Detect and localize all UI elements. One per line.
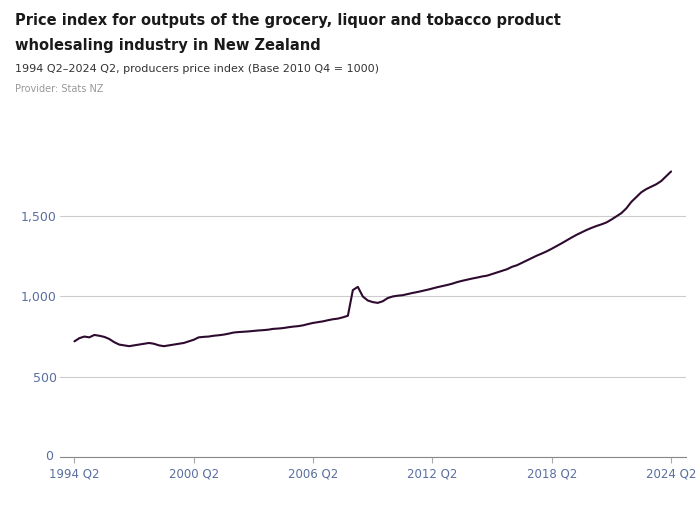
Text: figure.nz: figure.nz: [580, 14, 664, 32]
Text: Price index for outputs of the grocery, liquor and tobacco product: Price index for outputs of the grocery, …: [15, 13, 561, 28]
Text: wholesaling industry in New Zealand: wholesaling industry in New Zealand: [15, 38, 321, 54]
Text: 0: 0: [46, 450, 53, 463]
Text: 1994 Q2–2024 Q2, producers price index (Base 2010 Q4 = 1000): 1994 Q2–2024 Q2, producers price index (…: [15, 64, 379, 74]
Text: Provider: Stats NZ: Provider: Stats NZ: [15, 84, 104, 94]
